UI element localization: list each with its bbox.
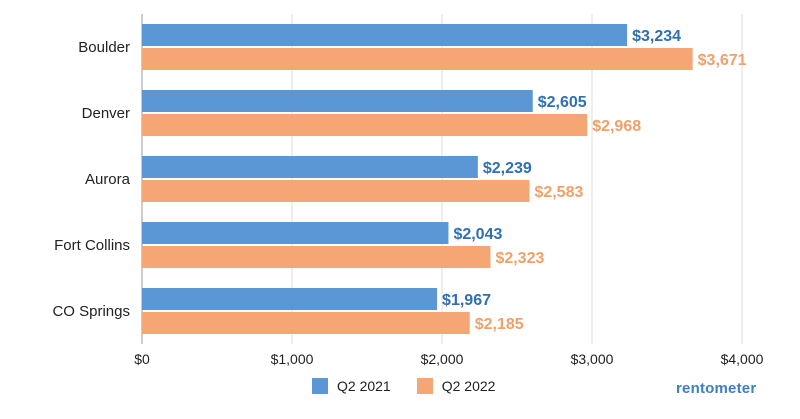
data-label-denver-q2-2021: $2,605 [538,94,587,111]
bar-aurora-q2-2021 [142,156,478,178]
data-labels: $3,234 $3,671 $2,605 $2,968 $2,239$2,583 $2,0… [442,28,747,333]
data-label-co-springs-q2-2022: $2,185 [475,316,524,333]
bar-co-springs-q2-2022 [142,312,470,334]
bar-fort-collins-q2-2021 [142,222,449,244]
category-label-co-springs: CO Springs [52,303,130,320]
x-tick-label-1-000: $1,000 [271,351,314,367]
category-label-aurora: Aurora [85,171,131,188]
x-tick-label-2-000: $2,000 [421,351,464,367]
category-label-fort-collins: Fort Collins [54,237,130,254]
data-label-aurora-q2-2022: $2,583 [534,184,583,201]
data-label-boulder-q2-2022: $3,671 [698,52,747,69]
data-label-aurora-q2-2021: $2,239 [483,160,532,177]
category-labels: Boulder Denver Aurora Fort Collins CO Spring… [52,39,130,320]
data-label-boulder-q2-2021: $3,234 [632,28,681,45]
x-tick-labels: $0 $1,000 $2,000 $3,000 $4,000 [134,351,763,367]
data-label-denver-q2-2022: $2,968 [592,118,641,135]
legend-item-q2-2021: Q2 2021 [312,378,391,394]
legend-swatch-q2-2022 [416,378,433,394]
legend-label-q2-2021: Q2 2021 [337,378,391,394]
bar-aurora-q2-2022 [142,180,530,202]
category-label-boulder: Boulder [78,39,130,56]
rentometer-logo: rentometer [676,380,757,397]
bar-fort-collins-q2-2022 [142,246,491,268]
bars [142,24,693,334]
legend-label-q2-2022: Q2 2022 [441,378,496,394]
bar-boulder-q2-2021 [142,24,628,46]
x-tick-label-0: $0 [134,351,150,367]
data-label-co-springs-q2-2021: $1,967 [442,292,491,309]
data-label-fort-collins-q2-2022: $2,323 [495,250,544,267]
legend-swatch-q2-2021 [312,378,328,394]
category-label-denver: Denver [82,105,130,122]
bar-co-springs-q2-2021 [142,288,438,310]
legend: Q2 2021 Q2 2022 [312,378,521,394]
bar-denver-q2-2021 [142,90,533,112]
legend-item-q2-2022: Q2 2022 [416,378,496,394]
x-tick-label-4-000: $4,000 [721,351,764,367]
bar-boulder-q2-2022 [142,48,693,70]
data-label-fort-collins-q2-2021: $2,043 [453,226,502,243]
bar-denver-q2-2022 [142,114,588,136]
x-tick-label-3-000: $3,000 [571,351,614,367]
